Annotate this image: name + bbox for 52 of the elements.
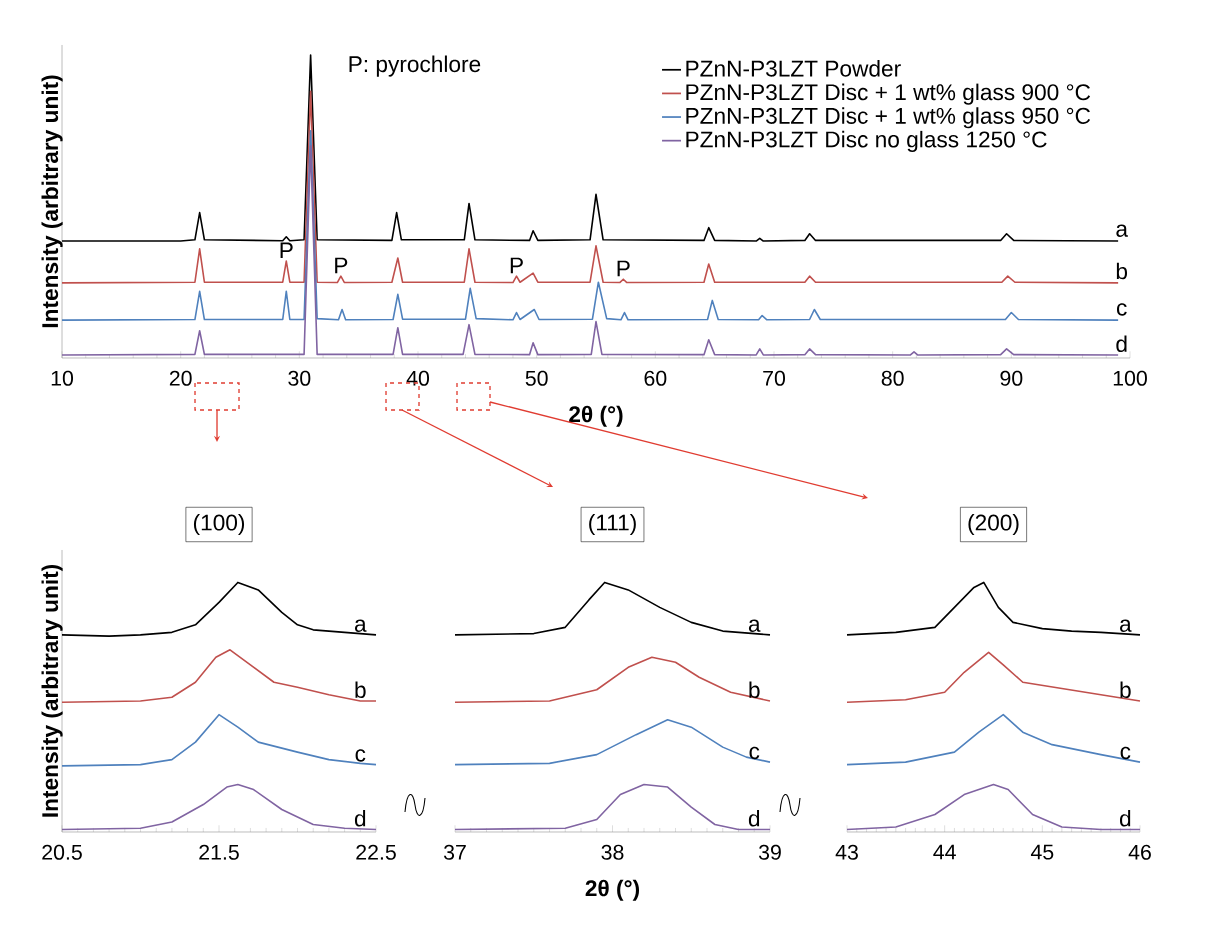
x-axis-title: 2θ (°) — [569, 405, 623, 427]
x-tick-label: 50 — [525, 370, 548, 386]
x-tick-label: 39 — [758, 844, 781, 860]
x-tick-label: 46 — [1128, 844, 1151, 860]
annotation: P — [510, 257, 523, 274]
chart-title: (100) — [193, 513, 245, 536]
legend-label: PZnN-P3LZT Disc + 1 wt% glass 900 °C — [686, 83, 1091, 105]
annotation: c — [1116, 303, 1127, 316]
annotation: a — [1120, 619, 1132, 632]
annotation: c — [355, 749, 366, 762]
x-tick-label: 80 — [881, 370, 904, 386]
x-tick-label: 43 — [835, 844, 858, 860]
x-tick-label: 90 — [1000, 370, 1023, 386]
legend-label: PZnN-P3LZT Disc + 1 wt% glass 950 °C — [686, 107, 1091, 129]
annotation: d — [748, 809, 760, 827]
x-tick-label: 100 — [1113, 370, 1147, 386]
annotation: a — [748, 619, 761, 632]
annotation: b — [1116, 262, 1128, 280]
x-tick-label: 44 — [933, 844, 956, 860]
y-axis-title: Intensity (arbitrary unit) — [41, 564, 63, 817]
x-tick-label: 38 — [601, 844, 624, 860]
x-tick-label: 37 — [443, 844, 466, 860]
annotation: P — [335, 257, 348, 274]
x-tick-label: 40 — [406, 370, 430, 386]
annotation: P — [617, 260, 630, 277]
annotation: c — [749, 746, 760, 760]
x-tick-label: 20.5 — [42, 844, 82, 860]
x-tick-label: 60 — [644, 370, 667, 386]
x-tick-label: 45 — [1030, 844, 1054, 860]
annotation: P: pyrochlore — [349, 55, 481, 77]
annotation: d — [1116, 335, 1127, 353]
annotation: b — [1120, 681, 1131, 699]
annotation: a — [354, 619, 367, 632]
x-axis-title: 2θ (°) — [585, 879, 640, 901]
legend-label: PZnN-P3LZT Disc no glass 1250 °C — [686, 130, 1047, 152]
annotation: b — [749, 681, 760, 699]
annotation: c — [1120, 746, 1131, 760]
annotation: d — [354, 809, 366, 827]
x-tick-label: 70 — [763, 370, 786, 386]
x-tick-label: 30 — [288, 370, 311, 386]
x-tick-label: 22.5 — [356, 844, 396, 860]
y-axis-title: Intensity (arbitrary unit) — [41, 75, 63, 328]
annotation: P — [280, 242, 293, 259]
x-tick-label: 21.5 — [199, 844, 239, 860]
x-tick-label: 10 — [51, 370, 74, 386]
annotation: a — [1116, 224, 1128, 237]
chart-title: (200) — [968, 513, 1019, 536]
legend-label: PZnN-P3LZT Powder — [686, 59, 901, 77]
chart-title: (111) — [589, 513, 636, 536]
annotation: d — [1120, 809, 1131, 827]
annotation: b — [355, 681, 366, 699]
x-tick-label: 20 — [169, 370, 192, 386]
